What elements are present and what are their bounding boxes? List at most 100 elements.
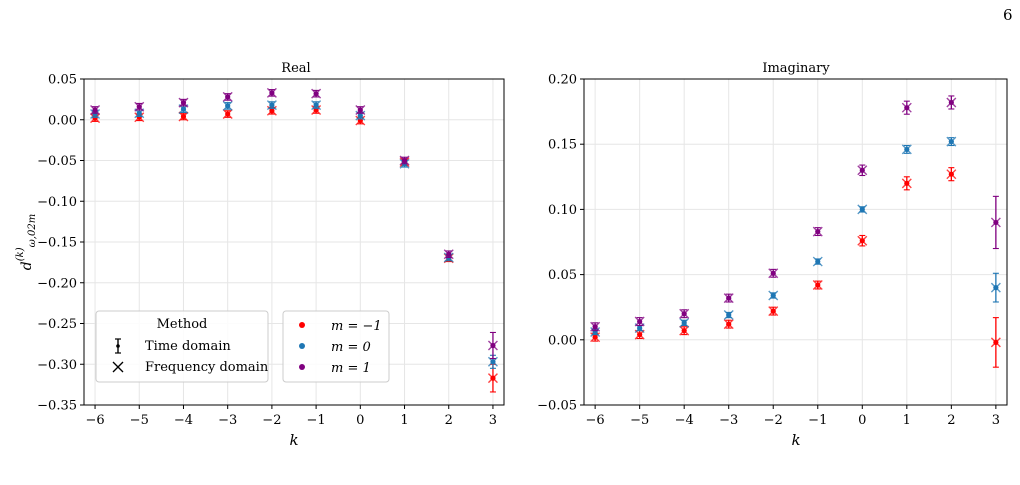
cross-marker [857,204,868,215]
cross-marker [178,97,189,108]
x-tick-label: 2 [445,413,453,428]
imaginary-x-axis-label: k [791,431,800,449]
x-tick-label: −2 [262,413,281,428]
imaginary-grid [584,78,1007,406]
x-tick-label: −4 [675,413,694,428]
cross-legend-icon [112,361,124,373]
cross-marker [178,111,189,122]
x-tick-label: 1 [903,413,911,428]
cross-marker [990,217,1001,228]
cross-marker [901,178,912,189]
cross-marker [679,308,690,319]
method-legend-time-domain: Time domain [145,339,231,354]
cross-marker [355,104,366,115]
method-legend: Method Time domain Frequency domain [95,310,269,383]
imaginary-panel: Imaginary −6 −5 −4 −3 −2 −1 0 1 2 3 0.20 0.15 0.10 0.… [537,61,1008,449]
series-2 [590,95,1001,332]
cross-marker [723,310,734,321]
y-tick-label: 0.05 [548,268,577,283]
y-tick-label: −0.20 [37,276,77,291]
x-tick-label: −5 [630,413,649,428]
imaginary-plot-frame [583,78,1008,406]
cross-marker [768,268,779,279]
x-tick-label: −4 [174,413,193,428]
cross-marker [723,293,734,304]
y-tick-label: −0.30 [37,358,77,373]
cross-marker [857,235,868,246]
y-tick-label: 0.10 [548,203,577,218]
real-plot-frame [83,78,505,406]
imaginary-panel-title: Imaginary [762,61,830,76]
cross-marker [90,113,101,124]
cross-marker [946,97,957,108]
x-tick-label: 3 [489,413,497,428]
m-legend-dot-0 [299,343,305,349]
m-legend-dot-1 [299,364,305,370]
cross-marker [311,88,322,99]
cross-marker [90,104,101,115]
cross-marker [946,136,957,147]
cross-marker [487,373,498,384]
cross-marker [399,155,410,166]
y-tick-label: −0.10 [37,195,77,210]
cross-marker [812,280,823,291]
cross-marker [679,317,690,328]
y-tick-label: −0.25 [37,317,77,332]
cross-marker [857,165,868,176]
cross-marker [768,290,779,301]
y-tick-label: 0.00 [48,113,77,128]
cross-marker [990,282,1001,293]
errorbar-legend-icon [115,338,121,354]
cross-marker [812,226,823,237]
m-legend-0: m = 0 [331,340,371,355]
cross-marker [812,256,823,267]
real-y-axis-label: d(k)ω,02m [15,214,38,270]
series-0 [590,167,1001,368]
x-tick-label: −6 [85,413,104,428]
real-x-axis-label: k [289,431,298,449]
x-tick-label: −3 [719,413,738,428]
x-tick-label: −6 [586,413,605,428]
real-panel-title: Real [281,61,310,76]
imaginary-axis-ticks: −6 −5 −4 −3 −2 −1 0 1 2 3 0.20 0.15 0.10 0.05 0.00 −0.0… [537,73,1000,429]
cross-marker [946,169,957,180]
cross-marker [222,91,233,102]
imaginary-data-marks [590,95,1001,368]
series-2 [90,87,498,360]
method-legend-box [95,310,269,383]
y-tick-label: 0.05 [48,73,77,88]
cross-marker [679,325,690,336]
x-tick-label: 3 [992,413,1000,428]
m-legend-1: m = 1 [331,361,371,376]
page-number: 6 [1003,6,1013,24]
cross-marker [487,340,498,351]
x-tick-label: −3 [218,413,237,428]
cross-marker [311,104,322,115]
cross-marker [723,319,734,330]
cross-marker [443,249,454,260]
x-tick-label: −1 [307,413,326,428]
m-legend-box [282,310,390,383]
cross-marker [634,316,645,327]
cross-marker [990,337,1001,348]
series-1 [590,136,1001,337]
cross-marker [266,87,277,98]
cross-marker [90,109,101,120]
y-tick-label: 0.20 [548,73,577,88]
cross-marker [222,109,233,120]
m-legend-dot-minus1 [299,322,305,328]
y-tick-label: −0.15 [37,236,77,251]
y-tick-label: −0.35 [37,399,77,414]
method-legend-frequency-domain: Frequency domain [145,360,269,375]
cross-marker [590,321,601,332]
x-tick-label: 2 [947,413,955,428]
cross-marker [134,101,145,112]
y-tick-label: 0.15 [548,138,577,153]
cross-marker [355,115,366,126]
real-panel: Real −6 −5 −4 −3 −2 −1 0 1 2 30.050.00−0.05−0.10−… [15,61,505,449]
cross-marker [222,100,233,111]
cross-marker [134,112,145,123]
m-legend-minus1: m = −1 [331,319,382,334]
m-legend: m = −1 m = 0 m = 1 [282,310,390,383]
